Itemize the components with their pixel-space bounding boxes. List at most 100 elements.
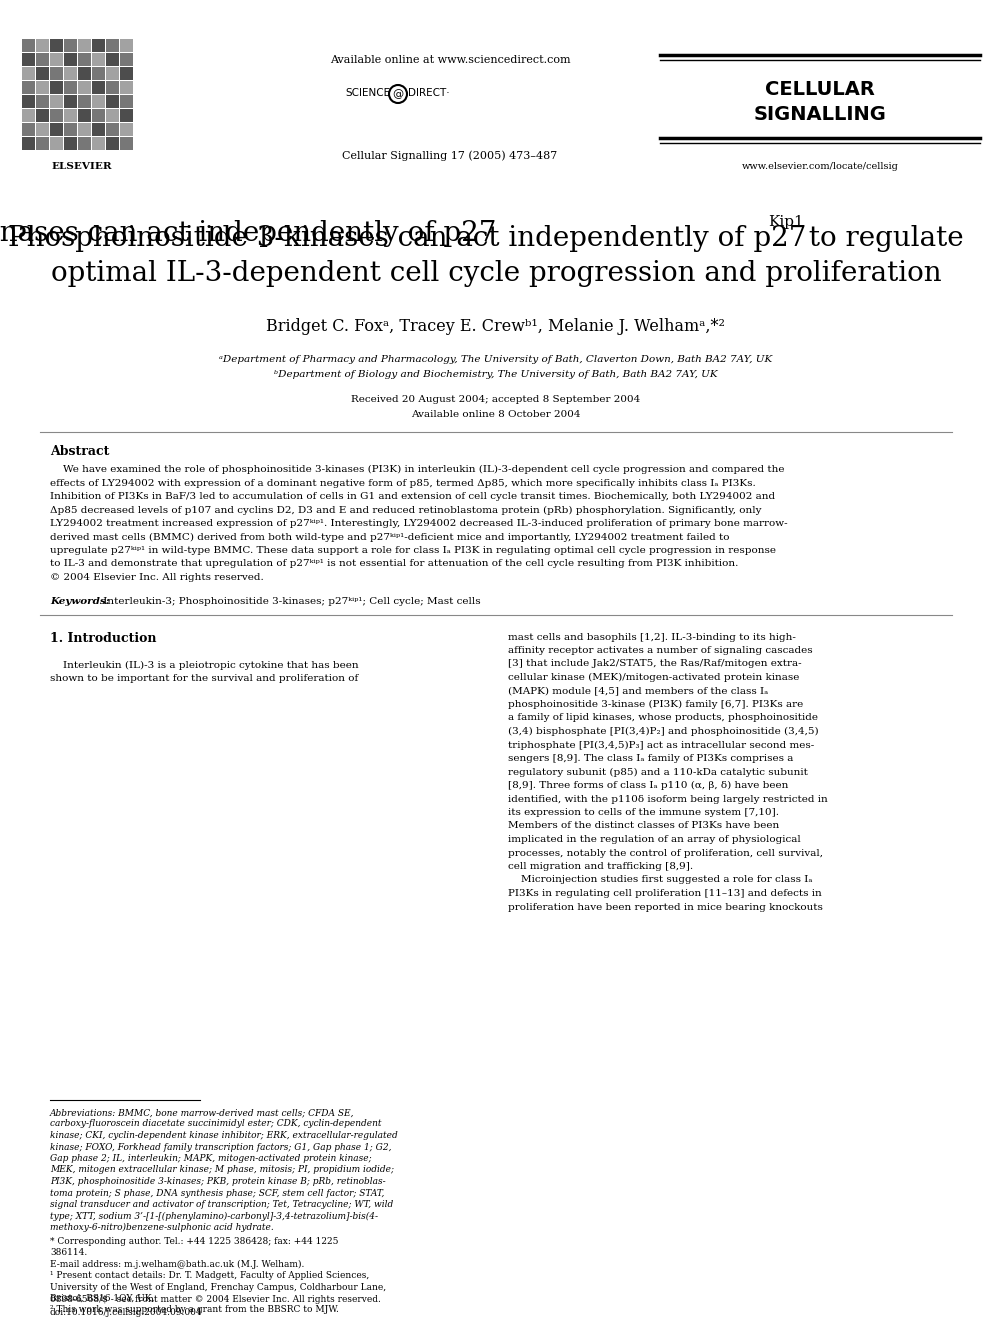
Bar	[64, 95, 77, 108]
Bar	[78, 95, 91, 108]
Text: DIRECT·: DIRECT·	[408, 89, 449, 98]
Bar	[78, 67, 91, 79]
Bar	[50, 95, 63, 108]
Bar	[22, 38, 35, 52]
Bar	[120, 67, 133, 79]
Text: Available online 8 October 2004: Available online 8 October 2004	[412, 410, 580, 419]
Text: Gap phase 2; IL, interleukin; MAPK, mitogen-activated protein kinase;: Gap phase 2; IL, interleukin; MAPK, mito…	[50, 1154, 372, 1163]
Text: LY294002 treatment increased expression of p27ᵏⁱᵖ¹. Interestingly, LY294002 decr: LY294002 treatment increased expression …	[50, 519, 788, 528]
Bar	[120, 138, 133, 149]
Text: Bridget C. Foxᵃ, Tracey E. Crewᵇ¹, Melanie J. Welhamᵃ,*²: Bridget C. Foxᵃ, Tracey E. Crewᵇ¹, Melan…	[267, 318, 725, 335]
Bar	[106, 67, 119, 79]
Text: SCIENCE: SCIENCE	[345, 89, 390, 98]
Text: PI3Ks in regulating cell proliferation [11–13] and defects in: PI3Ks in regulating cell proliferation […	[508, 889, 821, 898]
Bar	[106, 38, 119, 52]
Text: Interleukin (IL)-3 is a pleiotropic cytokine that has been: Interleukin (IL)-3 is a pleiotropic cyto…	[50, 660, 359, 669]
Bar	[50, 123, 63, 136]
Text: signal transducer and activator of transcription; Tet, Tetracycline; WT, wild: signal transducer and activator of trans…	[50, 1200, 393, 1209]
Bar	[78, 53, 91, 66]
Text: affinity receptor activates a number of signaling cascades: affinity receptor activates a number of …	[508, 646, 812, 655]
Text: methoxy-6-nitro)benzene-sulphonic acid hydrate.: methoxy-6-nitro)benzene-sulphonic acid h…	[50, 1222, 274, 1232]
Text: ELSEVIER: ELSEVIER	[52, 161, 112, 171]
Text: Abstract: Abstract	[50, 445, 109, 458]
Text: [8,9]. Three forms of class Iₐ p110 (α, β, δ) have been: [8,9]. Three forms of class Iₐ p110 (α, …	[508, 781, 789, 790]
Text: upregulate p27ᵏⁱᵖ¹ in wild-type BMMC. These data support a role for class Iₐ PI3: upregulate p27ᵏⁱᵖ¹ in wild-type BMMC. Th…	[50, 546, 776, 556]
Bar	[36, 108, 49, 122]
Text: toma protein; S phase, DNA synthesis phase; SCF, stem cell factor; STAT,: toma protein; S phase, DNA synthesis pha…	[50, 1188, 384, 1197]
Text: ᵇDepartment of Biology and Biochemistry, The University of Bath, Bath BA2 7AY, U: ᵇDepartment of Biology and Biochemistry,…	[274, 370, 718, 378]
Text: a family of lipid kinases, whose products, phosphoinositide: a family of lipid kinases, whose product…	[508, 713, 818, 722]
Bar	[22, 123, 35, 136]
Text: carboxy-fluoroscein diacetate succinimidyl ester; CDK, cyclin-dependent: carboxy-fluoroscein diacetate succinimid…	[50, 1119, 382, 1129]
Bar	[64, 138, 77, 149]
Text: * Corresponding author. Tel.: +44 1225 386428; fax: +44 1225: * Corresponding author. Tel.: +44 1225 3…	[50, 1237, 338, 1245]
Text: type; XTT, sodium 3’-[1-[(phenylamino)-carbonyl]-3,4-tetrazolium]-bis(4-: type; XTT, sodium 3’-[1-[(phenylamino)-c…	[50, 1212, 378, 1221]
Bar	[106, 123, 119, 136]
Text: SIGNALLING: SIGNALLING	[754, 105, 887, 124]
Bar	[120, 81, 133, 94]
Bar	[120, 108, 133, 122]
Text: effects of LY294002 with expression of a dominant negative form of p85, termed Δ: effects of LY294002 with expression of a…	[50, 479, 756, 487]
Bar	[78, 138, 91, 149]
Text: regulatory subunit (p85) and a 110-kDa catalytic subunit: regulatory subunit (p85) and a 110-kDa c…	[508, 767, 807, 777]
Text: Δp85 decreased levels of p107 and cyclins D2, D3 and E and reduced retinoblastom: Δp85 decreased levels of p107 and cyclin…	[50, 505, 762, 515]
Bar	[106, 81, 119, 94]
Text: phosphoinositide 3-kinase (PI3K) family [6,7]. PI3Ks are: phosphoinositide 3-kinase (PI3K) family …	[508, 700, 804, 709]
Text: its expression to cells of the immune system [7,10].: its expression to cells of the immune sy…	[508, 808, 779, 818]
Bar	[120, 95, 133, 108]
Text: kinase; CKI, cyclin-dependent kinase inhibitor; ERK, extracellular-regulated: kinase; CKI, cyclin-dependent kinase inh…	[50, 1131, 398, 1140]
Text: proliferation have been reported in mice bearing knockouts: proliferation have been reported in mice…	[508, 902, 823, 912]
Text: ᵃDepartment of Pharmacy and Pharmacology, The University of Bath, Claverton Down: ᵃDepartment of Pharmacy and Pharmacology…	[219, 355, 773, 364]
Bar	[64, 38, 77, 52]
Bar	[106, 138, 119, 149]
Text: 1. Introduction: 1. Introduction	[50, 632, 157, 646]
Bar	[50, 38, 63, 52]
Text: to IL-3 and demonstrate that upregulation of p27ᵏⁱᵖ¹ is not essential for attenu: to IL-3 and demonstrate that upregulatio…	[50, 560, 738, 569]
Bar	[64, 123, 77, 136]
Bar	[106, 108, 119, 122]
Bar	[92, 38, 105, 52]
Text: Available online at www.sciencedirect.com: Available online at www.sciencedirect.co…	[329, 56, 570, 65]
Bar	[22, 108, 35, 122]
Text: Cellular Signalling 17 (2005) 473–487: Cellular Signalling 17 (2005) 473–487	[342, 149, 558, 160]
Bar	[22, 95, 35, 108]
Bar	[120, 53, 133, 66]
Bar	[78, 123, 91, 136]
Text: 0898-6568/$ - see front matter © 2004 Elsevier Inc. All rights reserved.: 0898-6568/$ - see front matter © 2004 El…	[50, 1295, 381, 1304]
Text: optimal IL-3-dependent cell cycle progression and proliferation: optimal IL-3-dependent cell cycle progre…	[51, 261, 941, 287]
Text: (3,4) bisphosphate [PI(3,4)P₂] and phosphoinositide (3,4,5): (3,4) bisphosphate [PI(3,4)P₂] and phosp…	[508, 728, 818, 736]
Bar	[64, 67, 77, 79]
Text: Microinjection studies first suggested a role for class Iₐ: Microinjection studies first suggested a…	[508, 876, 812, 885]
Text: University of the West of England, Frenchay Campus, Coldharbour Lane,: University of the West of England, Frenc…	[50, 1282, 386, 1291]
Text: derived mast cells (BMMC) derived from both wild-type and p27ᵏⁱᵖ¹-deficient mice: derived mast cells (BMMC) derived from b…	[50, 532, 729, 541]
Text: CELLULAR: CELLULAR	[765, 79, 875, 99]
Bar	[106, 95, 119, 108]
Text: Interleukin-3; Phosphoinositide 3-kinases; p27ᵏⁱᵖ¹; Cell cycle; Mast cells: Interleukin-3; Phosphoinositide 3-kinase…	[100, 597, 481, 606]
Bar	[22, 53, 35, 66]
Text: Keywords:: Keywords:	[50, 597, 110, 606]
Bar	[50, 138, 63, 149]
Bar	[78, 81, 91, 94]
Text: Bristol, BS16 1QY, UK.: Bristol, BS16 1QY, UK.	[50, 1294, 155, 1303]
Text: (MAPK) module [4,5] and members of the class Iₐ: (MAPK) module [4,5] and members of the c…	[508, 687, 768, 696]
Bar	[92, 67, 105, 79]
Bar	[92, 81, 105, 94]
Text: cell migration and trafficking [8,9].: cell migration and trafficking [8,9].	[508, 863, 693, 871]
Bar	[120, 38, 133, 52]
Text: ² This work was supported by a grant from the BBSRC to MJW.: ² This work was supported by a grant fro…	[50, 1306, 339, 1315]
Text: Abbreviations: BMMC, bone marrow-derived mast cells; CFDA SE,: Abbreviations: BMMC, bone marrow-derived…	[50, 1107, 354, 1117]
Text: Kip1: Kip1	[768, 216, 804, 229]
Text: 386114.: 386114.	[50, 1248, 87, 1257]
Text: doi:10.1016/j.cellsig.2004.09.004: doi:10.1016/j.cellsig.2004.09.004	[50, 1308, 202, 1316]
Text: PI3K, phosphoinositide 3-kinases; PKB, protein kinase B; pRb, retinoblas-: PI3K, phosphoinositide 3-kinases; PKB, p…	[50, 1177, 386, 1185]
Text: to regulate: to regulate	[800, 225, 963, 251]
Bar	[36, 138, 49, 149]
Text: identified, with the p110δ isoform being largely restricted in: identified, with the p110δ isoform being…	[508, 795, 827, 803]
Bar	[64, 53, 77, 66]
Text: implicated in the regulation of an array of physiological: implicated in the regulation of an array…	[508, 835, 801, 844]
Bar	[120, 123, 133, 136]
Text: Received 20 August 2004; accepted 8 September 2004: Received 20 August 2004; accepted 8 Sept…	[351, 396, 641, 404]
Text: © 2004 Elsevier Inc. All rights reserved.: © 2004 Elsevier Inc. All rights reserved…	[50, 573, 264, 582]
Bar	[36, 53, 49, 66]
Bar	[22, 67, 35, 79]
